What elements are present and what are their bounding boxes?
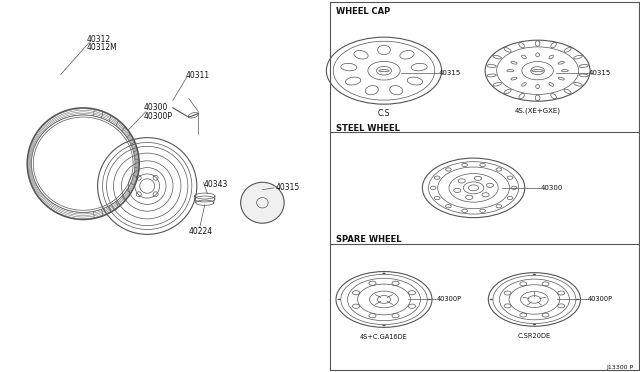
- Text: 40343: 40343: [204, 180, 228, 189]
- Text: SPARE WHEEL: SPARE WHEEL: [336, 235, 401, 244]
- Text: 40315: 40315: [438, 70, 461, 76]
- Text: 40300: 40300: [144, 103, 168, 112]
- Text: 40315: 40315: [275, 183, 300, 192]
- Text: 4S.(XE+GXE): 4S.(XE+GXE): [515, 107, 561, 114]
- Text: 40300: 40300: [541, 185, 563, 191]
- Text: 40311: 40311: [186, 71, 210, 80]
- Text: 40312M: 40312M: [86, 43, 117, 52]
- Text: STEEL WHEEL: STEEL WHEEL: [336, 124, 400, 133]
- Text: J13300 P: J13300 P: [607, 365, 634, 370]
- Text: WHEEL CAP: WHEEL CAP: [336, 7, 390, 16]
- Text: 4S+C.GA16DE: 4S+C.GA16DE: [360, 334, 408, 340]
- Text: C.S: C.S: [378, 109, 390, 118]
- Text: 40312: 40312: [86, 35, 111, 44]
- Text: 40300P: 40300P: [437, 296, 462, 302]
- Text: C.SR20DE: C.SR20DE: [518, 333, 551, 339]
- Ellipse shape: [241, 182, 284, 223]
- Text: 40315: 40315: [589, 70, 611, 76]
- Text: 40300P: 40300P: [588, 296, 613, 302]
- Text: 40224: 40224: [189, 227, 213, 236]
- Text: 40300P: 40300P: [144, 112, 173, 121]
